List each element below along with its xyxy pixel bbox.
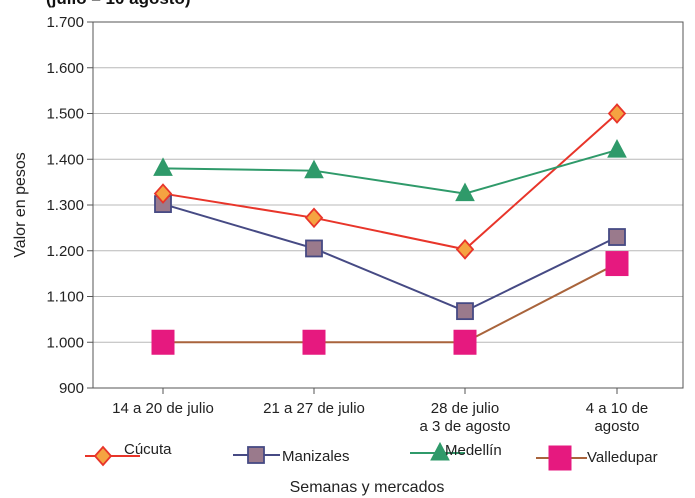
y-tick-label: 1.700 [46, 14, 84, 31]
x-tick-label: 4 a 10 de agosto [586, 400, 649, 435]
legend-marker [247, 446, 265, 464]
data-point [455, 182, 475, 202]
series-line-3 [163, 262, 618, 344]
data-point [605, 251, 629, 277]
x-tick-label: 14 a 20 de julio [112, 400, 214, 417]
data-point [153, 183, 173, 204]
y-tick-label: 1.300 [46, 197, 84, 214]
data-point [305, 239, 323, 258]
y-tick-label: 1.000 [46, 334, 84, 351]
y-axis-title: Valor en pesos [12, 152, 29, 258]
data-point [456, 302, 474, 321]
data-point [608, 228, 626, 246]
legend-item: Medellín [410, 441, 502, 461]
legend-marker [93, 445, 113, 467]
legend-label: Cúcuta [124, 441, 172, 458]
y-tick-label: 900 [59, 380, 84, 397]
data-point [607, 103, 627, 124]
y-tick-label: 1.200 [46, 243, 84, 260]
legend-item: Manizales [233, 446, 350, 465]
x-tick-label: 21 a 27 de julio [263, 400, 365, 417]
chart-title-fragment: (julio – 10 agosto) [46, 0, 191, 8]
y-tick-label: 1.100 [46, 289, 84, 306]
legend-item: Valledupar [536, 445, 658, 471]
legend-marker [548, 445, 572, 471]
y-tick-label: 1.400 [46, 151, 84, 168]
x-axis-title: Semanas y mercados [290, 479, 445, 496]
data-point [304, 159, 324, 179]
x-tick-label: 28 de julio a 3 de agosto [420, 400, 511, 435]
y-tick-label: 1.600 [46, 60, 84, 77]
data-point [151, 329, 175, 355]
legend-label: Valledupar [587, 449, 658, 466]
legend-item: Cúcuta [85, 441, 172, 467]
legend-label: Manizales [282, 448, 350, 465]
y-axis-ticks: 900 1.000 1.100 1.200 1.300 1.400 1.500 1.600 1.… [46, 14, 93, 397]
data-point [153, 157, 173, 176]
series-line-1 [162, 203, 618, 313]
gridlines [93, 67, 683, 343]
legend: Cúcuta Manizales Medellín Valledupar [85, 441, 658, 471]
legend-label: Medellín [445, 442, 502, 459]
series-line-0 [162, 112, 618, 251]
series-line-2 [162, 149, 618, 195]
data-point [302, 329, 326, 355]
x-axis-ticks: 14 a 20 de julio 21 a 27 de julio 28 de ju… [112, 388, 648, 435]
plot-area [92, 21, 684, 389]
data-point [453, 329, 477, 355]
data-point [455, 239, 475, 260]
data-point [304, 207, 324, 229]
data-point [607, 139, 627, 158]
series-markers [151, 103, 629, 355]
series-lines [162, 112, 618, 344]
legend-marker [430, 441, 450, 461]
y-tick-label: 1.500 [46, 106, 84, 123]
